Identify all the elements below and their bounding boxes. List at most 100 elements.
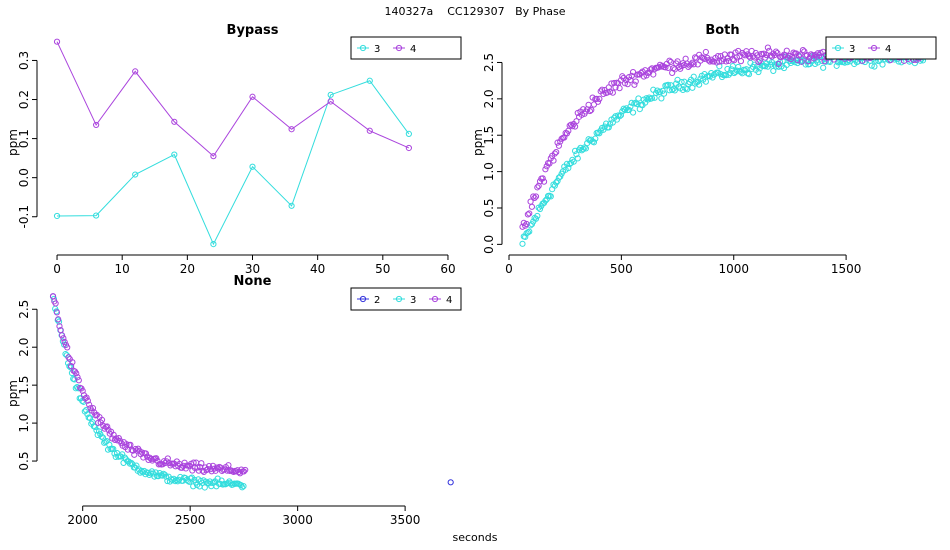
data-point	[660, 90, 668, 97]
data-point	[809, 52, 816, 59]
data-point	[772, 48, 780, 55]
data-point	[588, 106, 595, 114]
x-tick-label: 1000	[718, 262, 749, 276]
data-point	[98, 433, 105, 440]
series-4	[49, 293, 249, 477]
y-tick-label: 0.2	[17, 90, 31, 109]
data-point	[700, 55, 707, 62]
data-point	[172, 478, 179, 485]
data-point	[783, 47, 790, 54]
data-point	[581, 144, 588, 151]
y-tick-label: 0.1	[17, 129, 31, 148]
data-point	[790, 49, 797, 56]
data-point	[627, 76, 634, 84]
data-point	[565, 164, 572, 172]
x-tick-label: 50	[375, 262, 390, 276]
data-point	[745, 71, 753, 78]
data-point	[519, 223, 526, 230]
data-point	[795, 52, 803, 59]
y-tick-label: 0.0	[17, 168, 31, 187]
data-point	[528, 203, 536, 210]
data-point	[522, 233, 529, 241]
data-point	[615, 112, 622, 119]
data-point	[132, 445, 139, 453]
data-point	[524, 211, 531, 218]
data-point	[53, 38, 61, 45]
data-point	[93, 121, 100, 129]
series-4	[519, 44, 929, 230]
y-tick-label: 0.5	[17, 452, 31, 471]
data-point	[61, 338, 68, 346]
data-point	[706, 58, 714, 65]
data-point	[629, 109, 637, 116]
data-point	[744, 70, 751, 77]
data-point	[820, 64, 827, 71]
data-point	[627, 103, 634, 110]
legend-label: 2	[374, 295, 380, 306]
y-tick-label: 0.0	[482, 235, 496, 254]
y-tick-label: 1.5	[17, 376, 31, 395]
data-point	[83, 394, 90, 401]
data-point	[534, 212, 541, 220]
data-point	[201, 484, 208, 491]
data-point	[714, 52, 722, 60]
data-point	[249, 163, 256, 170]
data-point	[683, 86, 691, 93]
data-point	[662, 64, 669, 71]
y-tick-label: 1.5	[482, 126, 496, 145]
data-point	[702, 48, 709, 56]
data-point	[240, 468, 248, 475]
data-point	[879, 61, 886, 68]
data-point	[697, 75, 704, 82]
y-tick-label: 1.0	[482, 162, 496, 181]
legend-marker	[359, 295, 367, 303]
data-point	[621, 106, 629, 114]
y-tick-label: 1.0	[17, 414, 31, 433]
data-point	[571, 147, 579, 154]
data-point	[132, 171, 139, 178]
data-point	[678, 78, 685, 86]
data-point	[594, 98, 602, 105]
data-point	[69, 359, 76, 366]
data-point	[682, 55, 689, 62]
data-point	[632, 99, 639, 106]
legend-label: 4	[885, 44, 891, 55]
y-tick-label: 2.5	[482, 53, 496, 72]
data-point	[249, 93, 256, 100]
data-point	[687, 61, 695, 68]
data-point	[592, 135, 599, 142]
data-point	[225, 462, 232, 469]
legend-marker	[431, 295, 439, 303]
panel-none: None ppm 2000 2500 3000 3500 0.5 1.0 1.5 2.0 2.5 2 3…	[6, 274, 462, 527]
data-point	[756, 57, 763, 64]
data-point	[210, 240, 217, 248]
data-point	[689, 84, 696, 91]
legend-box	[825, 36, 937, 60]
y-tick-label: 0.3	[17, 51, 31, 70]
x-tick-label: 3500	[390, 513, 421, 527]
data-point	[570, 158, 577, 165]
data-point	[67, 362, 75, 370]
data-point	[763, 51, 770, 59]
data-point	[60, 335, 67, 342]
data-point	[755, 68, 762, 76]
data-point	[733, 67, 740, 74]
data-point	[531, 194, 538, 201]
data-point	[617, 112, 625, 119]
data-point	[775, 60, 782, 67]
data-point	[84, 397, 91, 404]
data-point	[679, 60, 687, 67]
data-point	[667, 58, 674, 66]
series-3	[50, 295, 247, 491]
legend-marker	[834, 44, 842, 52]
data-point	[239, 484, 246, 491]
data-point	[553, 179, 560, 186]
data-point	[53, 309, 60, 316]
data-point	[550, 157, 557, 164]
data-point	[600, 90, 607, 98]
data-point	[590, 139, 598, 146]
x-tick-label: 1500	[831, 262, 862, 276]
y-tick-label: 2.0	[482, 89, 496, 108]
